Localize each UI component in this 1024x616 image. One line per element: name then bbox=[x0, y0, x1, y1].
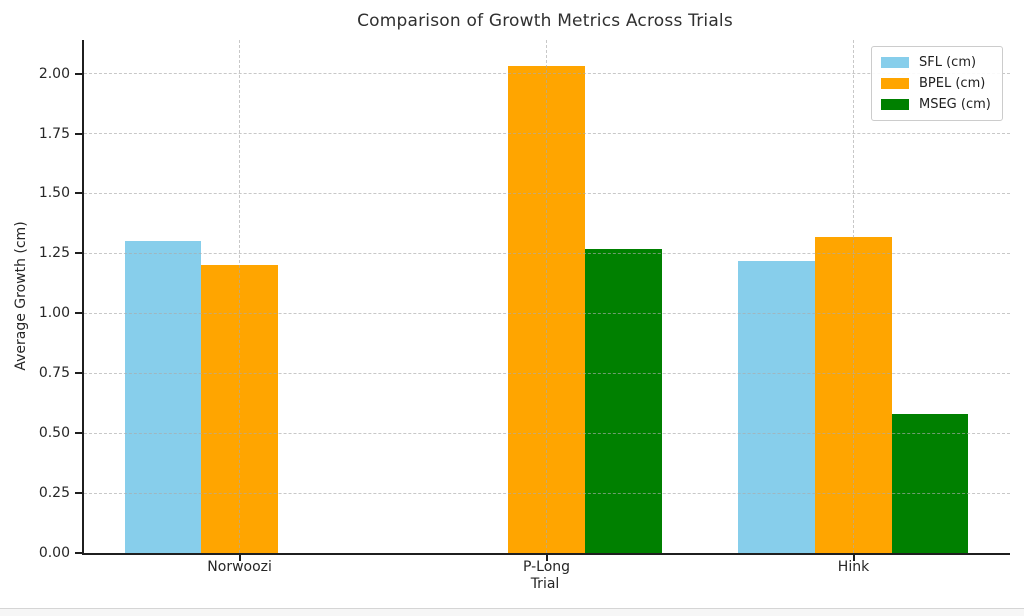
y-tick-mark bbox=[75, 492, 82, 495]
y-tick-label: 1.00 bbox=[38, 305, 70, 322]
legend-swatch-bpel-cm bbox=[881, 78, 909, 89]
y-gridline bbox=[84, 492, 1010, 494]
y-gridline bbox=[84, 192, 1010, 194]
x-tick-label-hink: Hink bbox=[837, 559, 870, 575]
x-tick-mark bbox=[545, 555, 548, 561]
y-tick-mark bbox=[75, 132, 82, 135]
legend-item-bpel-cm: BPEL (cm) bbox=[881, 76, 991, 91]
legend-label: BPEL (cm) bbox=[919, 76, 986, 91]
y-tick-mark bbox=[75, 372, 82, 375]
y-gridline bbox=[84, 372, 1010, 374]
legend-label: MSEG (cm) bbox=[919, 97, 991, 112]
y-gridline bbox=[84, 252, 1010, 254]
y-gridline bbox=[84, 312, 1010, 314]
y-tick-label: 0.50 bbox=[38, 425, 70, 442]
bar-mseg-cm-p-long bbox=[584, 248, 662, 553]
x-tick-mark bbox=[238, 555, 241, 561]
legend-swatch-mseg-cm bbox=[881, 99, 909, 110]
y-gridline bbox=[84, 133, 1010, 134]
chart-title: Comparison of Growth Metrics Across Tria… bbox=[357, 11, 733, 31]
bar-sfl-cm-norwoozi bbox=[124, 241, 202, 553]
x-axis-label: Trial bbox=[530, 576, 560, 592]
y-tick-mark bbox=[75, 192, 82, 195]
y-tick-label: 0.00 bbox=[38, 545, 70, 561]
legend-item-mseg-cm: MSEG (cm) bbox=[881, 97, 991, 112]
y-tick-label: 1.75 bbox=[38, 125, 70, 142]
y-tick-label: 1.25 bbox=[38, 245, 70, 262]
y-tick-mark bbox=[75, 552, 82, 554]
legend-swatch-sfl-cm bbox=[881, 57, 909, 68]
y-tick-label: 0.75 bbox=[38, 365, 70, 382]
x-tick-label-norwoozi: Norwoozi bbox=[207, 559, 272, 575]
y-gridline bbox=[84, 432, 1010, 434]
x-gridline bbox=[546, 40, 547, 553]
legend-item-sfl-cm: SFL (cm) bbox=[881, 55, 991, 70]
y-tick-label: 1.50 bbox=[38, 185, 70, 202]
legend: SFL (cm) BPEL (cm) MSEG (cm) bbox=[871, 46, 1003, 121]
y-tick-label: 0.25 bbox=[38, 485, 70, 502]
y-axis-label: Average Growth (cm) bbox=[13, 221, 29, 371]
y-tick-mark bbox=[75, 252, 82, 255]
x-tick-label-p-long: P-Long bbox=[522, 559, 571, 575]
x-gridline bbox=[853, 40, 854, 553]
bottom-window-edge bbox=[0, 608, 1024, 616]
plot-area: 0.00 0.25 0.50 0.75 1.00 1.25 1.50 1.75 2.00 Norw… bbox=[39, 40, 1010, 575]
y-tick-mark bbox=[75, 432, 82, 435]
y-gridline bbox=[84, 73, 1010, 75]
y-tick-mark bbox=[75, 312, 82, 315]
y-tick-label: 2.00 bbox=[38, 65, 70, 82]
y-tick-mark bbox=[75, 72, 82, 75]
x-tick-mark bbox=[852, 555, 855, 561]
x-gridline bbox=[239, 40, 241, 553]
bar-mseg-cm-hink bbox=[891, 414, 969, 553]
bar-sfl-cm-hink bbox=[738, 260, 816, 553]
legend-label: SFL (cm) bbox=[919, 55, 977, 70]
